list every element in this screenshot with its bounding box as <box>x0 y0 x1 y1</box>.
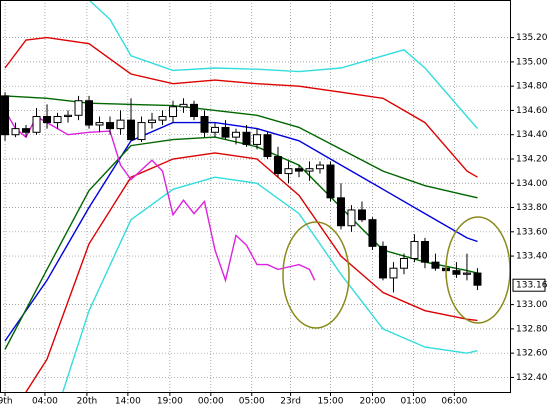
x-tick-label: 19:00 <box>157 397 183 407</box>
candle-body <box>357 209 366 221</box>
candle-body <box>137 122 146 141</box>
candle-body <box>378 245 387 279</box>
x-tick-label: 01:00 <box>400 397 426 407</box>
candle-body <box>305 168 314 172</box>
candle-body <box>252 134 261 145</box>
candle-body <box>211 126 220 133</box>
x-tick-label: 05:00 <box>239 397 265 407</box>
plot-frame <box>0 0 511 393</box>
y-tick-label: 134.20 <box>516 154 547 164</box>
candle-body <box>64 114 73 118</box>
indicator-line <box>62 176 478 393</box>
candle-body <box>294 168 303 172</box>
candle-body <box>273 156 282 175</box>
x-tick-label: 00:00 <box>198 397 224 407</box>
y-tick-label: 133.00 <box>516 300 547 310</box>
candle-body <box>452 270 461 275</box>
candle-body <box>1 95 10 136</box>
candle-body <box>22 128 31 133</box>
candle-body <box>368 219 377 247</box>
x-tick-label: 06:00 <box>441 397 467 407</box>
y-tick-label: 133.60 <box>516 227 547 237</box>
candle-body <box>95 122 104 126</box>
y-tick-label: 132.40 <box>516 373 547 383</box>
candle-body <box>399 258 408 269</box>
candle-body <box>179 103 188 108</box>
y-tick-label: 135.20 <box>516 33 547 43</box>
candle-body <box>431 261 440 269</box>
candle-body <box>221 126 230 138</box>
y-tick-label: 132.80 <box>516 324 547 334</box>
highlight-ellipse <box>282 221 350 329</box>
indicator-line <box>4 36 478 178</box>
candle-body <box>158 116 167 121</box>
candle-body <box>85 100 94 126</box>
indicator-line <box>4 121 478 342</box>
x-tick-label: 9th <box>0 397 13 407</box>
candle-body <box>347 209 356 227</box>
x-tick-label: 20th <box>77 397 98 407</box>
candle-body <box>284 168 293 175</box>
candle-body <box>336 197 345 227</box>
candle-body <box>11 128 20 136</box>
y-tick-label: 135.00 <box>516 57 547 67</box>
candle-body <box>106 122 115 130</box>
y-tick-label: 133.80 <box>516 203 547 213</box>
x-tick-label: 04:00 <box>32 397 58 407</box>
candles <box>1 92 482 293</box>
candle-body <box>326 164 335 199</box>
last-price-box <box>512 278 546 292</box>
indicator-line <box>88 0 479 130</box>
candle-body <box>148 119 157 124</box>
y-tick-label: 133.40 <box>516 252 547 262</box>
y-tick-label: 134.60 <box>516 106 547 116</box>
candle-body <box>53 116 62 124</box>
last-price-label: 133.16 <box>516 281 547 291</box>
candle-body <box>420 241 429 263</box>
indicator-line <box>4 110 316 283</box>
candle-body <box>315 164 324 170</box>
axes: 135.20 135.00 134.80 134.60 134.40 134.20 134.… <box>0 33 547 406</box>
candle-body <box>462 272 471 275</box>
x-tick-label: 23rd <box>280 397 301 407</box>
y-tick-label: 134.80 <box>516 82 547 92</box>
candle-body <box>127 119 136 141</box>
candle-body <box>74 100 83 116</box>
candle-body <box>231 131 240 138</box>
x-tick-label: 15:00 <box>318 397 344 407</box>
indicator-line <box>25 152 478 393</box>
candle-body <box>43 116 52 124</box>
x-tick-label: 20:00 <box>360 397 386 407</box>
grid <box>0 0 510 392</box>
candle-body <box>190 103 199 118</box>
candle-body <box>263 134 272 158</box>
candle-body <box>116 119 125 130</box>
candle-body <box>32 116 41 133</box>
x-tick-label: 14:00 <box>115 397 141 407</box>
y-tick-label: 134.40 <box>516 130 547 140</box>
y-tick-label: 134.00 <box>516 179 547 189</box>
candle-body <box>473 272 482 286</box>
candle-body <box>200 116 209 133</box>
candle-body <box>169 106 178 118</box>
candle-body <box>410 241 419 260</box>
candle-body <box>389 267 398 279</box>
candle-body <box>242 131 251 145</box>
y-tick-label: 132.60 <box>516 349 547 359</box>
